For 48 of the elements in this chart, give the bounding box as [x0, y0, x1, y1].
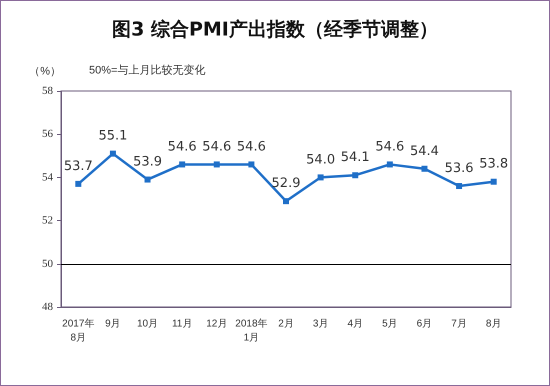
y-axis-title: （%）: [29, 66, 61, 78]
point: [421, 166, 428, 172]
data-label: 52.9: [272, 176, 300, 192]
data-label: 53.8: [479, 156, 508, 172]
point: [283, 198, 289, 204]
point: [386, 161, 393, 168]
data-label: 54.6: [375, 139, 404, 154]
point: [179, 161, 186, 168]
x-tick-label: 8月: [486, 318, 502, 330]
data-label: 54.6: [236, 139, 266, 154]
x-tick-label: 5月: [382, 318, 398, 330]
point: [352, 172, 358, 178]
point: [144, 176, 151, 183]
data-label: 53.6: [444, 161, 474, 176]
y-tick-label: 58: [42, 85, 54, 97]
x-tick-label: 2017年 8月: [62, 318, 94, 344]
x-tick-label: 11月: [172, 318, 192, 330]
data-label: 53.7: [64, 158, 93, 174]
x-tick-label: 7月: [451, 318, 467, 330]
point: [110, 150, 116, 157]
point: [248, 161, 254, 168]
y-tick-label: 54: [42, 171, 54, 184]
point: [75, 180, 82, 187]
x-tick-label: 9月: [105, 318, 121, 330]
data-label: 53.9: [133, 154, 162, 170]
y-tick-label: 52: [42, 214, 53, 227]
x-tick-label: 12月: [206, 318, 228, 330]
y-tick-label: 48: [42, 301, 54, 313]
data-label: 54.4: [410, 144, 439, 159]
x-tick-label: 2月: [278, 318, 294, 330]
x-tick-label: 6月: [416, 318, 432, 330]
data-label: 54.1: [340, 150, 370, 166]
point: [214, 161, 220, 168]
text: 50%=与上月比较无变化: [89, 64, 206, 76]
x-tick-label: 4月: [347, 318, 364, 330]
y-tick-label: 56: [42, 128, 54, 140]
data-label: 55.1: [98, 128, 128, 144]
chart-title: 图3 综合PMI产出指数（经季节调整）: [112, 18, 438, 40]
point: [490, 178, 497, 185]
x-tick-label: 2018年 1月: [235, 318, 268, 344]
data-label: 54.6: [202, 139, 232, 154]
x-tick-label: 3月: [312, 318, 328, 330]
data-label: 54.6: [168, 139, 197, 154]
x-tick-label: 10月: [136, 318, 158, 330]
data-label: 54.0: [306, 152, 336, 168]
point: [456, 183, 462, 190]
point: [318, 174, 324, 180]
y-tick-label: 50: [42, 258, 54, 270]
